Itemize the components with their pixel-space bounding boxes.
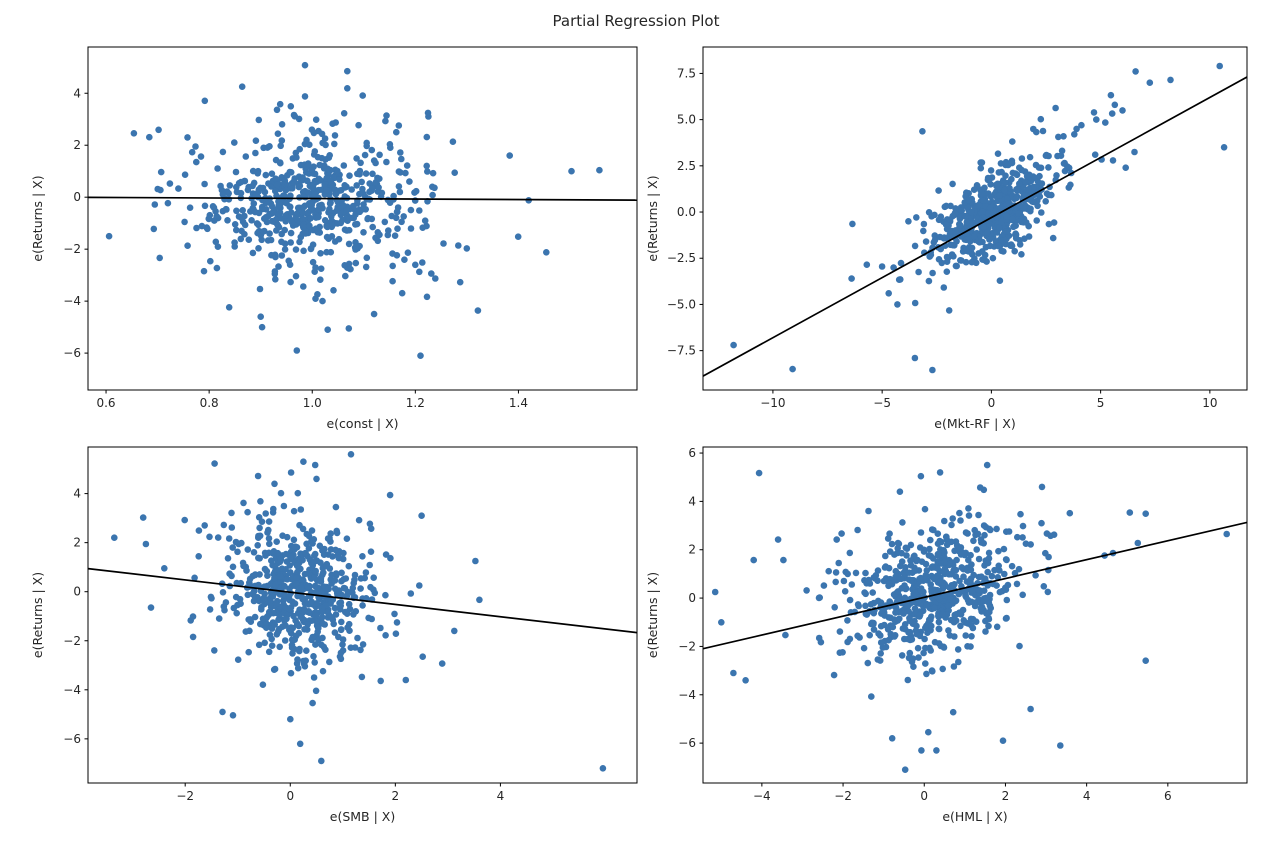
- x-axis-label: e(SMB | X): [330, 809, 395, 824]
- y-tick-label: 7.5: [677, 66, 696, 80]
- x-tick-label: 1.0: [303, 396, 322, 410]
- y-axis-label: e(Returns | X): [645, 572, 660, 658]
- x-tick-label: 10: [1202, 396, 1217, 410]
- y-tick-label: −4: [678, 688, 696, 702]
- figure-title: Partial Regression Plot: [552, 12, 720, 30]
- y-tick-label: −4: [63, 294, 81, 308]
- y-axis-label: e(Returns | X): [30, 175, 45, 261]
- x-tick-label: −4: [753, 789, 771, 803]
- x-tick-label: 1.4: [509, 396, 528, 410]
- subplot-hml: −4 −2 0 2 4 6 6 4 2 0 −2 −4 −6 e(HML | X) e(Returns | …: [641, 435, 1265, 839]
- x-axis-label: e(Mkt-RF | X): [934, 416, 1015, 431]
- y-tick-label: −2.5: [667, 251, 696, 265]
- y-tick-label: −7.5: [667, 344, 696, 358]
- x-tick-label: −2: [834, 789, 852, 803]
- y-tick-label: −6: [63, 732, 81, 746]
- x-tick-label: −2: [176, 789, 194, 803]
- y-tick-label: −2: [63, 242, 81, 256]
- y-tick-label: −6: [678, 736, 696, 750]
- y-tick-label: 2: [73, 138, 81, 152]
- subplot-hml-canvas: −4 −2 0 2 4 6 6 4 2 0 −2 −4 −6 e(HML | X) e(Returns | …: [645, 446, 1248, 824]
- regression-line: [88, 567, 637, 634]
- scatter-points: [711, 461, 1230, 773]
- x-tick-label: 2: [392, 789, 400, 803]
- y-tick-label: 0.0: [677, 205, 696, 219]
- x-tick-label: 2: [1002, 789, 1010, 803]
- y-tick-label: 2.5: [677, 159, 696, 173]
- x-tick-label: 0: [286, 789, 294, 803]
- x-tick-label: 4: [1083, 789, 1091, 803]
- y-tick-label: 4: [73, 86, 81, 100]
- y-tick-label: 6: [688, 446, 696, 460]
- subplot-const: 0.6 0.8 1.0 1.2 1.4 4 2 0 −2 −4 −6 e(const | X) e(Re…: [26, 35, 655, 446]
- x-tick-label: 0.8: [200, 396, 219, 410]
- subplot-smb-canvas: −2 0 2 4 4 2 0 −2 −4 −6 e(SMB | X) e(Returns | X): [30, 446, 638, 824]
- x-tick-label: −5: [873, 396, 891, 410]
- y-tick-label: 0: [688, 591, 696, 605]
- subplot-mkt-rf-canvas: −10 −5 0 5 10 7.5 5.0 2.5 0.0 −2.5 −5.0 −7.5 e(Mkt-R…: [645, 46, 1248, 431]
- subplot-const-canvas: 0.6 0.8 1.0 1.2 1.4 4 2 0 −2 −4 −6 e(const | X) e(Re…: [30, 46, 638, 431]
- x-tick-label: 0: [988, 396, 996, 410]
- x-axis-label: e(const | X): [326, 416, 398, 431]
- x-tick-label: 0.6: [96, 396, 115, 410]
- y-tick-label: −2: [678, 639, 696, 653]
- y-tick-label: −6: [63, 346, 81, 360]
- regression-line: [88, 196, 637, 201]
- y-tick-label: −5.0: [667, 297, 696, 311]
- subplot-mkt-rf: −10 −5 0 5 10 7.5 5.0 2.5 0.0 −2.5 −5.0 −7.5 e(Mkt-R…: [641, 35, 1265, 446]
- y-tick-label: 0: [73, 585, 81, 599]
- y-axis-label: e(Returns | X): [645, 175, 660, 261]
- axes-box: [87, 446, 638, 784]
- scatter-points: [730, 62, 1228, 374]
- regression-line: [703, 76, 1247, 377]
- x-tick-label: −10: [760, 396, 785, 410]
- scatter-points: [111, 451, 607, 772]
- regression-line: [703, 521, 1247, 650]
- x-tick-label: 4: [497, 789, 505, 803]
- y-tick-label: 0: [73, 190, 81, 204]
- y-axis-label: e(Returns | X): [30, 572, 45, 658]
- x-tick-label: 0: [920, 789, 928, 803]
- axes-box: [702, 46, 1248, 391]
- x-tick-label: 1.2: [406, 396, 425, 410]
- x-tick-label: 5: [1097, 396, 1105, 410]
- scatter-points: [105, 61, 603, 360]
- y-tick-label: −4: [63, 683, 81, 697]
- axes-box: [702, 446, 1248, 784]
- y-tick-label: 2: [688, 543, 696, 557]
- axes-box: [87, 46, 638, 391]
- subplot-smb: −2 0 2 4 4 2 0 −2 −4 −6 e(SMB | X) e(Returns | X): [26, 435, 655, 839]
- y-tick-label: 2: [73, 536, 81, 550]
- y-tick-label: 5.0: [677, 113, 696, 127]
- y-tick-label: 4: [73, 487, 81, 501]
- x-tick-label: 6: [1164, 789, 1172, 803]
- y-tick-label: −2: [63, 634, 81, 648]
- x-axis-label: e(HML | X): [942, 809, 1007, 824]
- y-tick-label: 4: [688, 494, 696, 508]
